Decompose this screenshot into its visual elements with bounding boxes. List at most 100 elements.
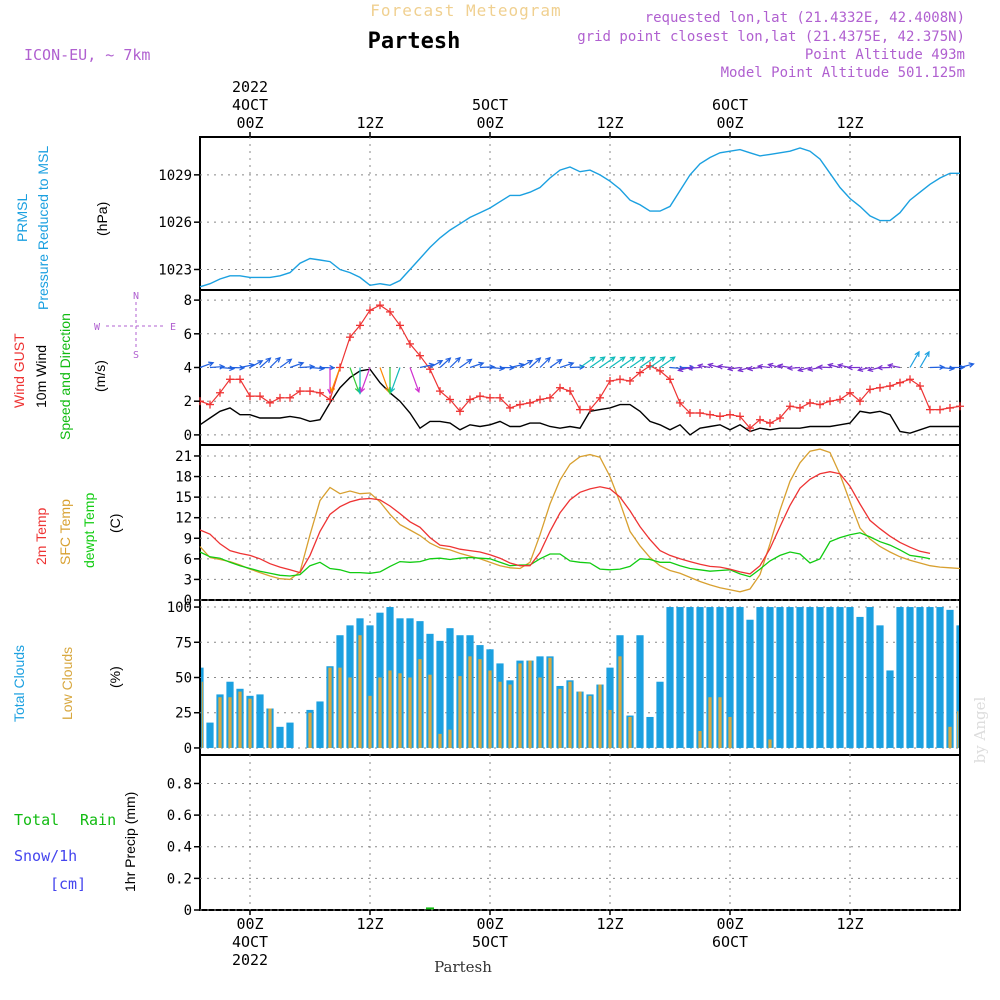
gust-marker xyxy=(356,321,364,330)
wind-direction-arrow xyxy=(479,364,496,370)
total-cloud-bar xyxy=(316,701,324,748)
gust-marker xyxy=(716,412,724,421)
gust-marker xyxy=(276,393,284,402)
top-time-label: 00Z xyxy=(476,114,503,132)
compass-n: N xyxy=(133,291,139,302)
low-cloud-bar xyxy=(768,739,772,748)
low-cloud-bar xyxy=(398,673,402,748)
y-tick-label: 1029 xyxy=(158,168,192,184)
precip-unit: 1hr Precip (mm) xyxy=(122,792,138,892)
gust-marker xyxy=(436,387,444,396)
low-cloud-bar xyxy=(408,677,412,748)
y-tick-label: 12 xyxy=(175,511,192,527)
gust-marker xyxy=(876,383,884,392)
gust-marker xyxy=(906,375,914,384)
low-cloud-bar xyxy=(548,657,552,748)
low-cloud-bar xyxy=(438,733,442,748)
bottom-time-label: 5OCT xyxy=(472,933,508,951)
total-cloud-bar xyxy=(736,607,744,748)
y-tick-label: 0 xyxy=(184,428,192,444)
top-time-label: 00Z xyxy=(236,114,263,132)
low-cloud-bar xyxy=(628,716,632,748)
y-tick-label: 0 xyxy=(184,903,192,919)
total-cloud-bar xyxy=(656,681,664,748)
low-cloud-bar xyxy=(368,695,372,748)
gust-marker xyxy=(306,387,314,396)
wind-direction-arrow xyxy=(359,367,371,394)
wind-direction-arrow xyxy=(289,361,305,369)
wind-label-3: Speed and Direction xyxy=(57,313,73,440)
sfc-temp-line xyxy=(199,448,961,593)
y-tick-label: 75 xyxy=(175,635,192,651)
compass-w: W xyxy=(94,322,101,333)
y-tick-label: 0.2 xyxy=(167,871,192,887)
wind-direction-arrow xyxy=(959,362,975,369)
panel-frame-0 xyxy=(199,136,961,291)
gust-marker xyxy=(856,397,864,406)
total-cloud-bar xyxy=(796,607,804,748)
wind-direction-arrow xyxy=(199,361,215,369)
low-cloud-bar xyxy=(578,691,582,748)
low-cloud-bar xyxy=(328,667,332,748)
wind-direction-arrow xyxy=(619,356,636,368)
total-cloud-bar xyxy=(856,616,864,748)
gust-marker xyxy=(866,385,874,394)
y-tick-label: 8 xyxy=(184,293,192,309)
top-time-label: 2022 xyxy=(232,78,268,96)
pressure-label-1: PRMSL xyxy=(14,194,30,242)
bottom-time-label: 12Z xyxy=(836,915,863,933)
y-tick-label: 18 xyxy=(175,470,192,486)
low-cloud-bar xyxy=(418,659,422,748)
y-tick-label: 21 xyxy=(175,449,192,465)
model-label: ICON-EU, ~ 7km xyxy=(24,46,150,64)
gust-marker xyxy=(756,415,764,424)
total-cloud-bar xyxy=(366,625,374,748)
bottom-time-label: 00Z xyxy=(716,915,743,933)
top-time-label: 12Z xyxy=(356,114,383,132)
pressure-labels: PRMSL Pressure Reduced to MSL (hPa) xyxy=(14,146,110,310)
footer-location: Partesh xyxy=(434,958,492,976)
bottom-time-label: 00Z xyxy=(236,915,263,933)
top-time-label: 12Z xyxy=(596,114,623,132)
wind-direction-arrow xyxy=(776,363,791,369)
y-tick-label: 6 xyxy=(184,327,192,343)
gust-marker xyxy=(726,410,734,419)
gust-marker xyxy=(526,398,534,407)
total-cloud-bar xyxy=(776,607,784,748)
gust-marker xyxy=(846,388,854,397)
total-cloud-bar xyxy=(886,670,894,748)
temp-labels: 2m Temp SFC Temp dewpt Temp (C) xyxy=(33,493,123,568)
low-cloud-bar xyxy=(608,709,612,748)
total-cloud-bar xyxy=(906,607,914,748)
low-cloud-bar xyxy=(238,691,242,748)
gust-marker xyxy=(796,403,804,412)
gust-marker xyxy=(536,395,544,404)
wind-direction-arrow xyxy=(269,356,281,368)
y-tick-label: 4 xyxy=(184,361,192,377)
low-cloud-bar xyxy=(378,677,382,748)
gust-marker xyxy=(836,395,844,404)
wind-direction-arrow xyxy=(459,358,473,368)
gust-marker xyxy=(216,388,224,397)
wind-direction-arrow xyxy=(409,367,421,394)
gust-marker xyxy=(626,376,634,385)
wind-direction-arrow xyxy=(249,360,264,369)
wind-direction-arrow xyxy=(806,366,821,372)
wind-direction-arrow xyxy=(349,367,361,394)
total-cloud-bar xyxy=(956,625,959,748)
y-tick-label: 9 xyxy=(184,531,192,547)
gust-marker xyxy=(206,400,214,409)
gust-marker xyxy=(776,414,784,423)
gust-marker xyxy=(606,376,614,385)
total-cloud-bar xyxy=(726,607,734,748)
bottom-time-label: 6OCT xyxy=(712,933,748,951)
total-cloud-bar xyxy=(696,607,704,748)
low-cloud-bar xyxy=(957,711,959,748)
gust-marker xyxy=(956,402,964,411)
low-cloud-bar xyxy=(201,681,203,748)
wind-direction-arrow xyxy=(746,365,761,372)
wind-direction-arrow xyxy=(909,350,920,368)
wind-direction-arrow xyxy=(707,362,721,369)
low-cloud-bar xyxy=(508,684,512,748)
wind-direction-arrow xyxy=(329,367,341,394)
